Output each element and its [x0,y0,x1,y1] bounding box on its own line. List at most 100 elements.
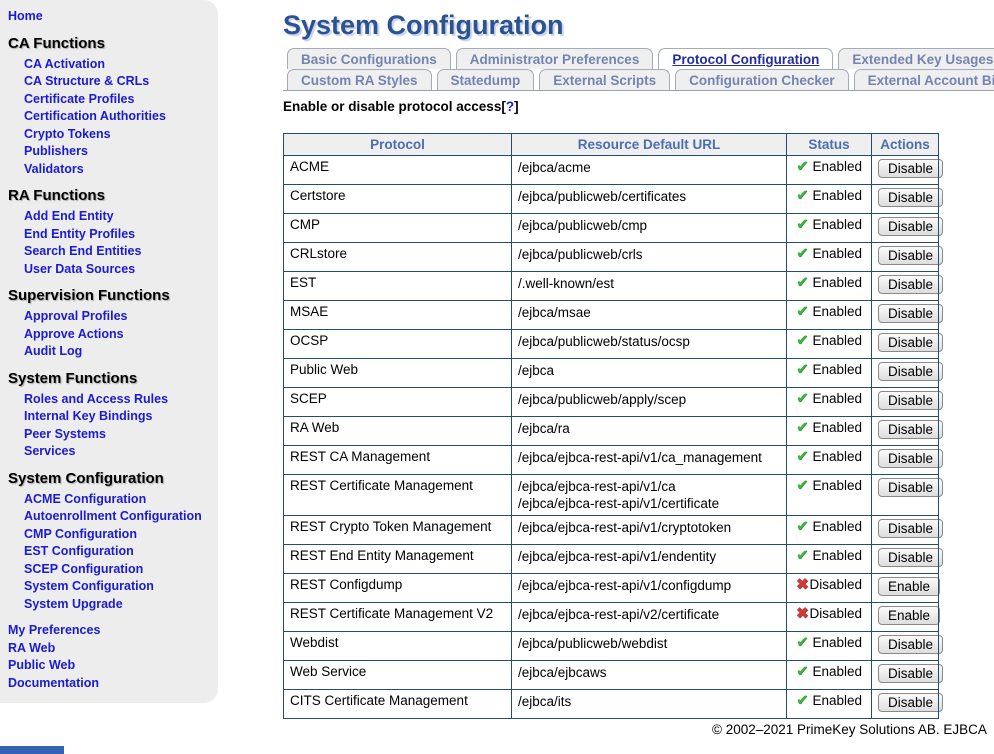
disable-button[interactable]: Disable [878,449,944,468]
sidebar-item-public-web[interactable]: Public Web [8,658,76,672]
table-row: Public Web/ejbca ✔ Enabled Disable [283,358,944,388]
tab-extended-key-usages[interactable]: Extended Key Usages [838,48,994,69]
tab-administrator-preferences[interactable]: Administrator Preferences [455,48,654,69]
disable-button[interactable]: Disable [878,664,944,683]
protocol-cell: REST Crypto Token Management [283,515,512,545]
table-row: REST CA Management/ejbca/ejbca-rest-api/… [283,445,944,475]
url-cell: /ejbca/ejbca-rest-api/v1/ca_management [511,445,787,475]
sidebar-item-peer-systems[interactable]: Peer Systems [24,426,107,441]
resource-url: /ejbca/ejbca-rest-api/v1/ca [518,479,676,494]
disable-button[interactable]: Disable [878,478,944,497]
sidebar-section-system-configuration: System Configuration [8,469,164,487]
sidebar-item-scep-configuration[interactable]: SCEP Configuration [24,561,144,576]
sidebar-item-home[interactable]: Home [8,9,43,23]
sidebar-item-ca-structure-crls[interactable]: CA Structure & CRLs [24,74,150,88]
disable-button[interactable]: Disable [878,304,944,323]
resource-url: /ejbca/ejbca-rest-api/v1/certificate [518,496,720,511]
check-icon: ✔ [796,547,809,564]
disable-button[interactable]: Disable [878,362,944,381]
sidebar-item-documentation[interactable]: Documentation [8,675,99,690]
protocol-table-body: ACME/ejbca/acme ✔ Enabled Disable Certstore /… [283,155,944,719]
tab-statedump[interactable]: Statedump [436,69,535,90]
sidebar-item-certification-authorities[interactable]: Certification Authorities [24,109,166,123]
sidebar-item-audit-log[interactable]: Audit Log [24,344,83,358]
resource-url: /ejbca/publicweb/webdist [518,636,668,651]
tab-row-1: Basic Configurations Administrator Prefer… [287,48,994,69]
status-label: Enabled [812,519,862,534]
disable-button[interactable]: Disable [878,391,944,410]
column-header-resource-default-url: Resource Default URL [511,133,787,156]
protocol-cell: CRLstore [283,242,512,272]
enable-button[interactable]: Enable [878,577,941,596]
table-row: CRLstore/ejbca/publicweb/crls ✔ Enabled Dis… [283,242,944,272]
status-label: Enabled [812,635,862,650]
tab-basic-configurations[interactable]: Basic Configurations [287,48,451,69]
sidebar-item-approval-profiles[interactable]: Approval Profiles [24,309,128,323]
tab-custom-ra-styles[interactable]: Custom RA Styles [287,69,432,90]
help-link[interactable]: ? [505,99,515,114]
sidebar-item-ca-activation[interactable]: CA Activation [24,56,106,71]
sidebar-item-search-end-entities[interactable]: Search End Entities [24,244,142,258]
table-row: REST Crypto Token Management/ejbca/ejbca… [283,515,944,545]
sidebar-item-services[interactable]: Services [24,444,76,458]
url-cell: /ejbca/ra [511,416,787,446]
status-badge: ✔ Enabled [793,275,865,290]
tab-external-account-bindings[interactable]: External Account Bindings [853,69,994,90]
sidebar-item-est-configuration[interactable]: EST Configuration [24,544,134,558]
url-cell: /ejbca/ejbcaws [511,660,787,690]
disable-button[interactable]: Disable [878,275,944,294]
disable-button[interactable]: Disable [878,217,944,236]
enable-button[interactable]: Enable [878,606,941,625]
sidebar-item-validators[interactable]: Validators [24,161,84,176]
status-badge: ✔ Enabled [793,449,865,464]
sidebar-item-user-data-sources[interactable]: User Data Sources [24,261,136,276]
tab-external-scripts[interactable]: External Scripts [539,69,671,90]
disable-button[interactable]: Disable [878,159,944,178]
resource-url: /ejbca/ejbca-rest-api/v1/endentity [518,549,717,564]
check-icon: ✔ [796,158,809,175]
status-cell: ✔ Enabled [786,329,872,359]
disable-button[interactable]: Disable [878,246,944,265]
disable-button[interactable]: Disable [878,420,944,439]
sidebar-item-add-end-entity[interactable]: Add End Entity [24,209,114,223]
tab-protocol-configuration[interactable]: Protocol Configuration [658,48,834,69]
status-label: Enabled [812,159,862,174]
sidebar-item-system-upgrade[interactable]: System Upgrade [24,596,123,611]
sidebar-item-my-preferences[interactable]: My Preferences [8,623,101,637]
sidebar-item-autoenrollment-configuration[interactable]: Autoenrollment Configuration [24,509,202,523]
sidebar-item-approve-actions[interactable]: Approve Actions [24,326,124,341]
sidebar-item-crypto-tokens[interactable]: Crypto Tokens [24,126,111,141]
status-badge: ✖ Disabled [793,606,865,621]
disable-button[interactable]: Disable [878,519,944,538]
sidebar-item-ra-web[interactable]: RA Web [8,640,56,655]
disable-button[interactable]: Disable [878,188,944,207]
disable-button[interactable]: Disable [878,635,944,654]
status-badge: ✔ Enabled [793,333,865,348]
sidebar-item-publishers[interactable]: Publishers [24,144,88,158]
sidebar-item-internal-key-bindings[interactable]: Internal Key Bindings [24,409,153,423]
sidebar-item-cmp-configuration[interactable]: CMP Configuration [24,526,137,541]
status-cell: ✔ Enabled [786,213,872,243]
status-label: Enabled [812,333,862,348]
protocol-cell: EST [283,271,512,301]
status-badge: ✔ Enabled [793,519,865,534]
sidebar-section-ra-functions: RA Functions [8,187,105,204]
disable-button[interactable]: Disable [878,548,944,567]
disable-button[interactable]: Disable [878,333,944,352]
protocol-table: Protocol Resource Default URL Status Action… [283,133,944,719]
status-cell: ✔ Enabled [786,515,872,545]
sidebar-item-roles-and-access-rules[interactable]: Roles and Access Rules [24,391,169,406]
protocol-cell: OCSP [283,329,512,359]
sidebar-item-end-entity-profiles[interactable]: End Entity Profiles [24,226,136,241]
sidebar-item-certificate-profiles[interactable]: Certificate Profiles [24,91,135,106]
sidebar-item-acme-configuration[interactable]: ACME Configuration [24,491,147,506]
status-badge: ✔ Enabled [793,304,865,319]
sidebar-item-system-configuration[interactable]: System Configuration [24,579,154,593]
actions-cell: Disable [871,544,944,574]
subtitle: Enable or disable protocol access[?] [283,99,994,114]
status-label: Enabled [812,391,862,406]
tab-configuration-checker[interactable]: Configuration Checker [675,69,849,90]
disable-button[interactable]: Disable [878,693,944,712]
resource-url: /ejbca/publicweb/crls [518,247,643,262]
status-badge: ✔ Enabled [793,635,865,650]
